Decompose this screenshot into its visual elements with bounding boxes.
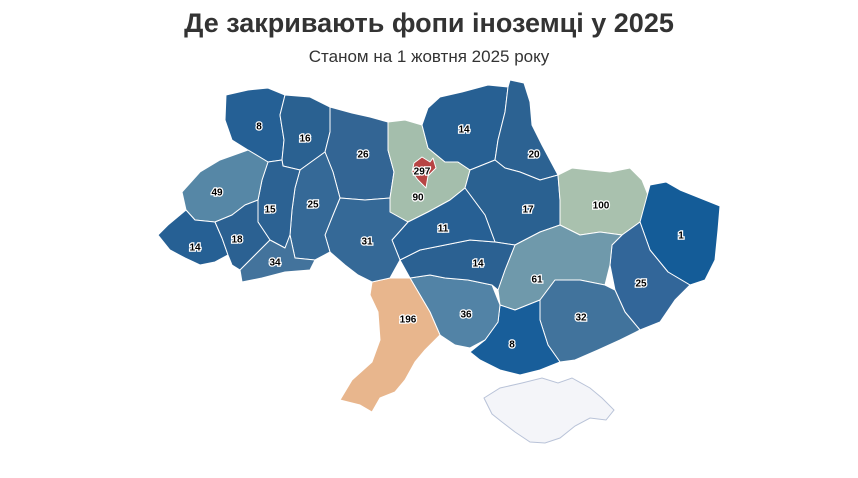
value-label-poltavska: 17 — [522, 205, 534, 216]
value-label-cherkaska: 11 — [438, 224, 449, 235]
region-khersonska[interactable] — [469, 299, 561, 376]
value-label-chernihivska: 14 — [458, 125, 470, 136]
value-label-rivnenska: 16 — [299, 134, 311, 145]
value-label-khersonska: 8 — [509, 340, 515, 351]
region-chernivetska[interactable] — [239, 234, 316, 283]
map-subtitle: Станом на 1 жовтня 2025 року — [308, 47, 550, 66]
value-label-zaporizka: 32 — [575, 313, 587, 324]
value-label-chernivetska: 34 — [269, 258, 281, 269]
map-title: Де закривають фопи іноземці у 2025 — [184, 8, 674, 38]
value-label-kyiv-city: 297 — [414, 167, 431, 178]
value-label-kharkivska: 100 — [593, 201, 610, 212]
value-label-zakarpatska: 14 — [189, 243, 201, 254]
value-label-kirovohradska: 14 — [472, 259, 484, 270]
value-label-lvivska: 49 — [211, 188, 223, 199]
value-label-mykolaivska: 36 — [460, 310, 472, 321]
value-label-dnipropetrovska: 61 — [531, 275, 543, 286]
value-label-luhanska: 1 — [678, 231, 684, 242]
value-label-ternopilska: 15 — [264, 205, 276, 216]
value-label-sumska: 20 — [528, 150, 540, 161]
region-volynska[interactable] — [224, 87, 286, 163]
region-crimea[interactable] — [483, 377, 615, 444]
value-label-donetska: 25 — [635, 279, 647, 290]
value-label-ivano-frankivska: 18 — [231, 235, 243, 246]
value-label-vinnytska: 31 — [361, 237, 373, 248]
region-kyiv-city[interactable] — [411, 156, 437, 189]
value-label-khmelnytska: 25 — [307, 200, 319, 211]
value-label-volynska: 8 — [256, 122, 262, 133]
value-label-kyivska: 90 — [412, 193, 424, 204]
region-odeska[interactable] — [339, 277, 441, 413]
value-label-zhytomyrska: 26 — [357, 150, 369, 161]
value-label-odeska: 196 — [400, 315, 417, 326]
